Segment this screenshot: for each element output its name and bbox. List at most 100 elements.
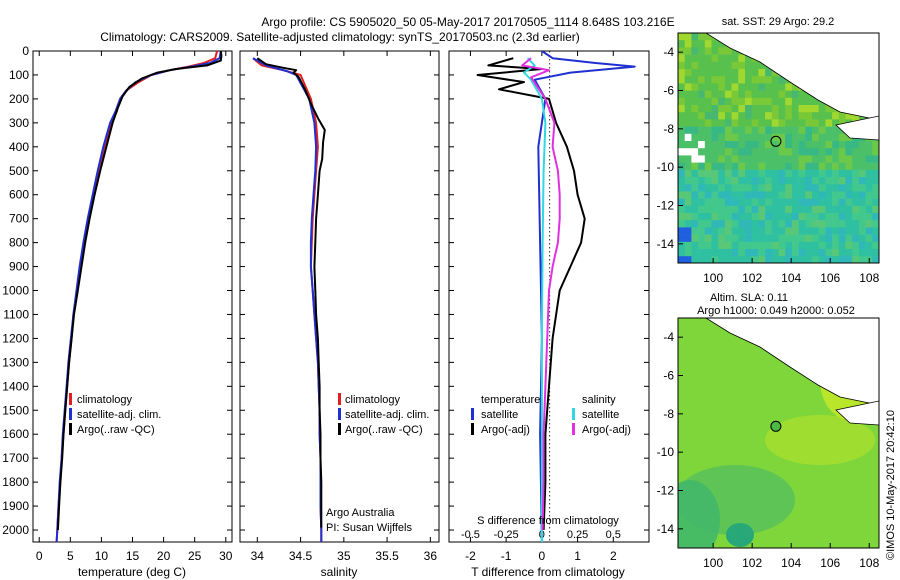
sst-cell [785, 241, 793, 250]
x-tick-label: 25 [188, 549, 202, 563]
sst-cell [724, 54, 732, 63]
sst-cell [825, 249, 833, 257]
sst-cell [778, 155, 786, 163]
sst-cell [778, 227, 786, 235]
sst-cell [724, 141, 732, 149]
sst-cell [724, 234, 732, 243]
sst-cell [765, 198, 773, 207]
sst-cell [678, 83, 685, 91]
sst-cell [698, 148, 706, 156]
sst-cell [731, 126, 739, 135]
y-tick-label: 1200 [2, 331, 29, 345]
x-tick-label: -2 [465, 549, 476, 563]
sst-cell [758, 83, 766, 91]
sst-cell [771, 105, 779, 113]
sst-cell [724, 169, 732, 178]
sst-cell [771, 148, 779, 156]
legend-label-t-satellite: satellite [481, 409, 518, 421]
sst-cell [751, 234, 759, 243]
sst-cell [711, 97, 719, 106]
sst-cell [678, 256, 685, 263]
sst-cell [832, 198, 840, 207]
map-x-tick-label: 100 [703, 556, 723, 570]
sst-cell [765, 76, 773, 84]
sst-cell [852, 169, 860, 178]
sst-cell [738, 249, 746, 257]
sst-cell [751, 191, 759, 199]
sst-cell [805, 155, 813, 163]
legend-label-argo: Argo(..raw -QC) [77, 424, 155, 436]
sst-cell [738, 76, 746, 84]
y-tick-label: 600 [9, 188, 29, 202]
sst-cell [758, 155, 766, 163]
sst-cell [872, 234, 879, 243]
sst-cell [778, 90, 786, 99]
sst-cell [731, 83, 739, 91]
sst-cell [738, 119, 746, 127]
sst-cell [738, 205, 746, 214]
sst-cell [812, 133, 819, 142]
sst-cell [731, 90, 739, 99]
sst-cell [771, 141, 779, 149]
sst-cell [838, 249, 846, 257]
sst-cell [678, 155, 685, 163]
sst-cell [738, 83, 746, 91]
sst-cell [765, 184, 773, 192]
sst-cell [865, 234, 873, 243]
sst-cell [711, 234, 719, 243]
sst-cell [791, 256, 799, 263]
sst-cell [745, 148, 752, 156]
sst-cell [711, 47, 719, 55]
sst-cell [785, 227, 793, 235]
sst-cell [865, 205, 873, 214]
sst-cell [718, 198, 726, 207]
sst-cell [825, 191, 833, 199]
sst-cell [845, 256, 853, 263]
sst-cell [711, 191, 719, 199]
sst-cell [798, 112, 806, 120]
x-tick-label: 0 [539, 549, 546, 563]
sst-cell [718, 220, 726, 228]
sst-cell [852, 241, 860, 250]
sst-cell [832, 112, 840, 120]
java-land [835, 400, 879, 426]
sst-cell [718, 69, 726, 77]
legend-swatch-satellite [69, 408, 72, 420]
sst-cell [838, 177, 846, 185]
legend-swatch-s-argo [572, 423, 575, 435]
sst-cell [765, 119, 773, 127]
sst-cell [805, 162, 813, 171]
sst-cell [711, 69, 719, 77]
sst-cell [751, 141, 759, 149]
sst-cell [778, 76, 786, 84]
sst-cell [745, 205, 752, 214]
sst-cell [691, 76, 699, 84]
sst-cell [698, 213, 706, 221]
sst-cell [832, 227, 840, 235]
sst-cell [778, 205, 786, 214]
series-line-s-argo-adj [521, 57, 561, 531]
sst-cell [711, 155, 719, 163]
sst-cell [778, 184, 786, 192]
sst-cell [812, 234, 819, 243]
sst-cell [838, 220, 846, 228]
legend-label-s-argo: Argo(-adj) [582, 424, 631, 436]
sst-cell [751, 61, 759, 70]
sst-cell [805, 112, 813, 120]
sst-cell [731, 169, 739, 178]
sst-cell [852, 227, 860, 235]
difference-series [476, 51, 636, 542]
sst-cell [678, 126, 685, 135]
sst-cell [832, 119, 840, 127]
sst-cell [711, 141, 719, 149]
sst-cell [818, 198, 826, 207]
sst-cell [684, 213, 692, 221]
java-land [835, 115, 879, 141]
sst-cell [691, 61, 699, 70]
sst-cell [684, 162, 692, 171]
sst-cell [691, 126, 699, 135]
sst-cell [865, 155, 873, 163]
sst-cell [771, 227, 779, 235]
temperature-series [55, 51, 223, 542]
sst-cell [738, 234, 746, 243]
